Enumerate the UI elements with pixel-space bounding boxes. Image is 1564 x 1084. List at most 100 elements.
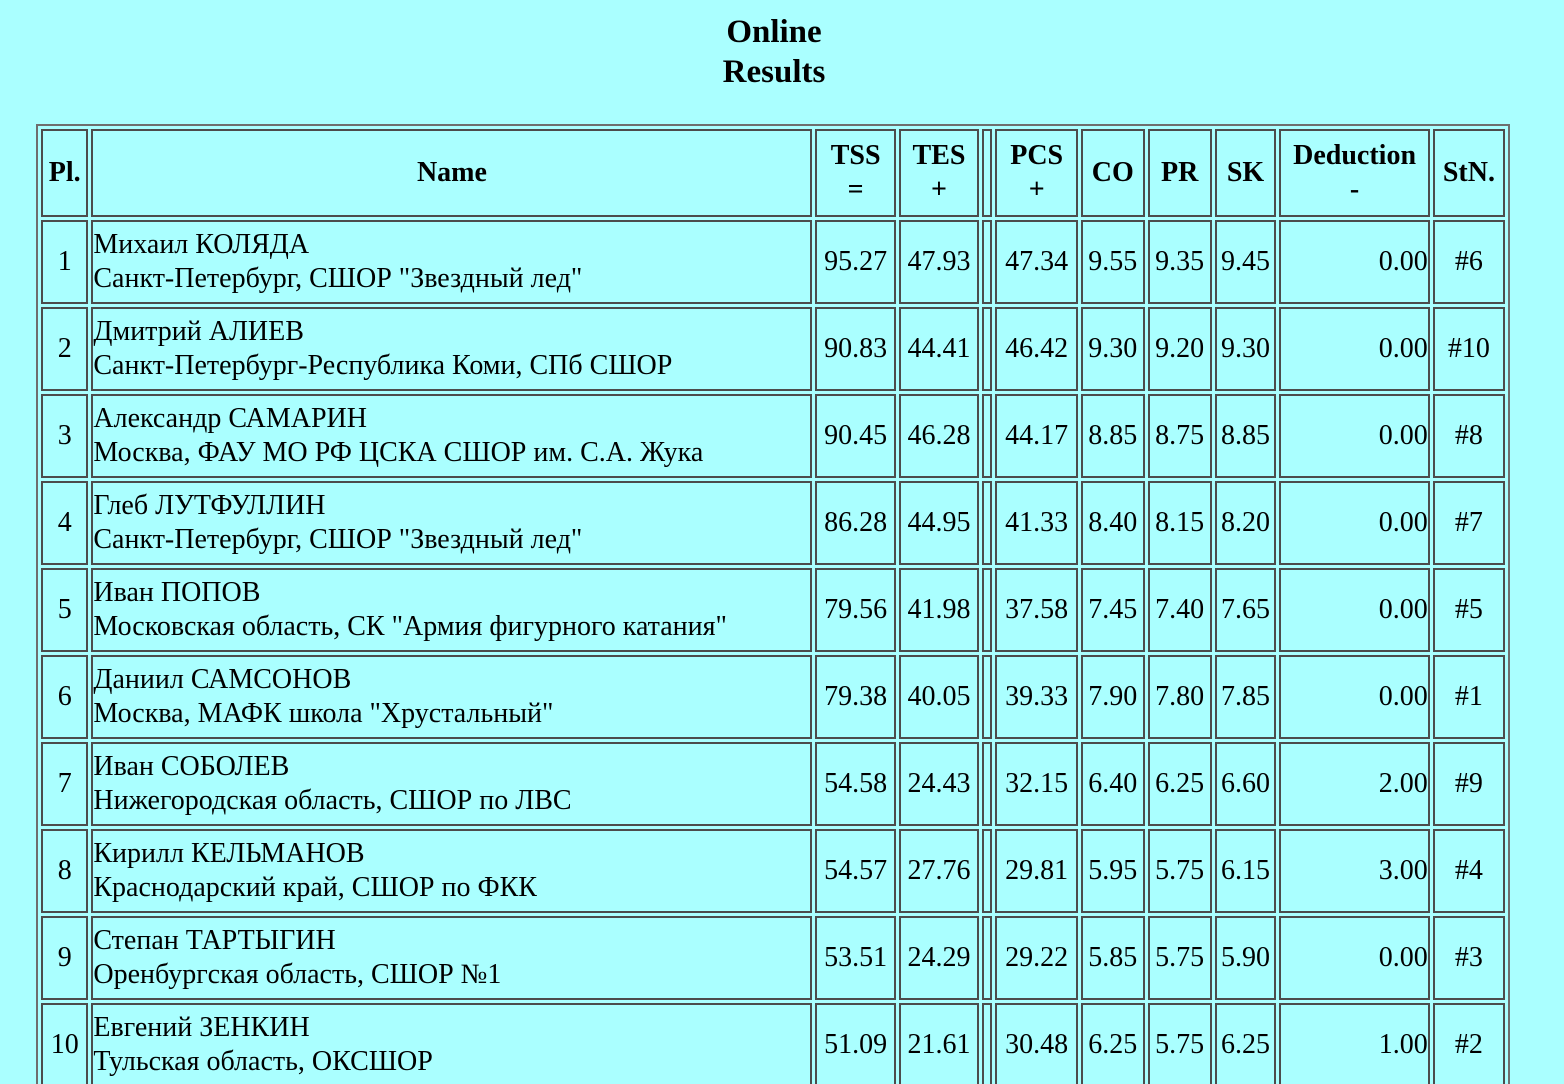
skater-name: Евгений ЗЕНКИН xyxy=(93,1012,310,1044)
tes-value-cell: 24.43 xyxy=(898,741,980,826)
tss-value-cell: 79.56 xyxy=(815,567,896,652)
deduction-value-cell: 0.00 xyxy=(1279,480,1430,565)
skater-club: Москва, МАФК школа "Хрустальный" xyxy=(93,697,554,729)
start-number-cell: #6 xyxy=(1432,219,1505,304)
skater-name: Александр САМАРИН xyxy=(93,403,367,435)
pcs-value-cell: 29.22 xyxy=(995,915,1078,1000)
col-header-tes: TES + xyxy=(898,128,980,217)
tss-value-cell: 51.09 xyxy=(815,1002,896,1084)
start-number-cell: #7 xyxy=(1432,480,1505,565)
spacer-cell xyxy=(982,567,993,652)
tes-value-cell: 44.41 xyxy=(898,306,980,391)
sk-value-cell: 8.85 xyxy=(1214,393,1277,478)
pcs-value-cell: 47.34 xyxy=(995,219,1078,304)
deduction-value-cell: 2.00 xyxy=(1279,741,1430,826)
pcs-value-cell: 30.48 xyxy=(995,1002,1078,1084)
tss-value-cell: 53.51 xyxy=(815,915,896,1000)
name-cell: Дмитрий АЛИЕВ Санкт-Петербург-Республика… xyxy=(91,306,813,391)
tss-value-cell: 54.57 xyxy=(815,828,896,913)
skater-name: Степан ТАРТЫГИН xyxy=(93,925,336,957)
tes-value-cell: 27.76 xyxy=(898,828,980,913)
name-cell: Степан ТАРТЫГИН Оренбургская область, СШ… xyxy=(91,915,813,1000)
place-cell: 9 xyxy=(41,915,89,1000)
tss-value-cell: 86.28 xyxy=(815,480,896,565)
col-header-stn: StN. xyxy=(1432,128,1505,217)
co-value-cell: 8.85 xyxy=(1080,393,1145,478)
spacer-column-header xyxy=(982,128,993,217)
sk-value-cell: 8.20 xyxy=(1214,480,1277,565)
results-body: 1 Михаил КОЛЯДА Санкт-Петербург, СШОР "З… xyxy=(41,219,1505,1084)
skater-name: Дмитрий АЛИЕВ xyxy=(93,316,304,348)
skater-name: Иван ПОПОВ xyxy=(93,577,261,609)
content-wrap: Online Results Pl. Name xyxy=(36,0,1512,1084)
start-number-cell: #9 xyxy=(1432,741,1505,826)
spacer-cell xyxy=(982,393,993,478)
pr-value-cell: 9.20 xyxy=(1147,306,1212,391)
page-title-line2: Results xyxy=(722,54,826,91)
spacer-cell xyxy=(982,915,993,1000)
place-cell: 6 xyxy=(41,654,89,739)
tes-value-cell: 21.61 xyxy=(898,1002,980,1084)
name-cell: Иван СОБОЛЕВ Нижегородская область, СШОР… xyxy=(91,741,813,826)
tes-value-cell: 41.98 xyxy=(898,567,980,652)
skater-club: Санкт-Петербург, СШОР "Звездный лед" xyxy=(93,262,583,294)
skater-club: Тульская область, ОКСШОР xyxy=(93,1045,433,1077)
start-number-cell: #8 xyxy=(1432,393,1505,478)
tss-value-cell: 79.38 xyxy=(815,654,896,739)
place-cell: 5 xyxy=(41,567,89,652)
spacer-cell xyxy=(982,219,993,304)
col-header-sk: SK xyxy=(1214,128,1277,217)
name-cell: Даниил САМСОНОВ Москва, МАФК школа "Хрус… xyxy=(91,654,813,739)
table-row: 3 Александр САМАРИН Москва, ФАУ МО РФ ЦС… xyxy=(41,393,1505,478)
pcs-value-cell: 44.17 xyxy=(995,393,1078,478)
start-number-cell: #5 xyxy=(1432,567,1505,652)
start-number-cell: #3 xyxy=(1432,915,1505,1000)
pcs-value-cell: 39.33 xyxy=(995,654,1078,739)
tes-value-cell: 44.95 xyxy=(898,480,980,565)
spacer-cell xyxy=(982,741,993,826)
col-header-tes-sign: + xyxy=(931,173,947,205)
table-row: 2 Дмитрий АЛИЕВ Санкт-Петербург-Республи… xyxy=(41,306,1505,391)
place-cell: 3 xyxy=(41,393,89,478)
col-header-tss-sign: = xyxy=(847,173,864,205)
spacer-cell xyxy=(982,1002,993,1084)
tss-value-cell: 90.83 xyxy=(815,306,896,391)
start-number-cell: #10 xyxy=(1432,306,1505,391)
skater-club: Краснодарский край, СШОР по ФКК xyxy=(93,871,537,903)
table-row: 4 Глеб ЛУТФУЛЛИН Санкт-Петербург, СШОР "… xyxy=(41,480,1505,565)
start-number-cell: #2 xyxy=(1432,1002,1505,1084)
pr-value-cell: 7.80 xyxy=(1147,654,1212,739)
spacer-cell xyxy=(982,828,993,913)
col-header-deduction-label: Deduction xyxy=(1293,140,1417,172)
col-header-pcs: PCS + xyxy=(995,128,1078,217)
col-header-pcs-label: PCS xyxy=(1010,140,1064,172)
table-row: 1 Михаил КОЛЯДА Санкт-Петербург, СШОР "З… xyxy=(41,219,1505,304)
tes-value-cell: 47.93 xyxy=(898,219,980,304)
co-value-cell: 7.45 xyxy=(1080,567,1145,652)
co-value-cell: 7.90 xyxy=(1080,654,1145,739)
co-value-cell: 9.55 xyxy=(1080,219,1145,304)
deduction-value-cell: 0.00 xyxy=(1279,567,1430,652)
pr-value-cell: 5.75 xyxy=(1147,1002,1212,1084)
skater-club: Санкт-Петербург, СШОР "Звездный лед" xyxy=(93,523,583,555)
col-header-name: Name xyxy=(91,128,813,217)
col-header-co: CO xyxy=(1080,128,1145,217)
pcs-value-cell: 29.81 xyxy=(995,828,1078,913)
skater-name: Глеб ЛУТФУЛЛИН xyxy=(93,490,326,522)
pr-value-cell: 9.35 xyxy=(1147,219,1212,304)
place-cell: 8 xyxy=(41,828,89,913)
deduction-value-cell: 0.00 xyxy=(1279,393,1430,478)
table-row: 7 Иван СОБОЛЕВ Нижегородская область, СШ… xyxy=(41,741,1505,826)
sk-value-cell: 9.30 xyxy=(1214,306,1277,391)
place-cell: 10 xyxy=(41,1002,89,1084)
skater-name: Даниил САМСОНОВ xyxy=(93,664,352,696)
spacer-cell xyxy=(982,306,993,391)
deduction-value-cell: 0.00 xyxy=(1279,219,1430,304)
col-header-deduction: Deduction - xyxy=(1279,128,1430,217)
skater-club: Нижегородская область, СШОР по ЛВС xyxy=(93,784,572,816)
name-cell: Евгений ЗЕНКИН Тульская область, ОКСШОР xyxy=(91,1002,813,1084)
tes-value-cell: 40.05 xyxy=(898,654,980,739)
start-number-cell: #4 xyxy=(1432,828,1505,913)
table-row: 5 Иван ПОПОВ Московская область, СК "Арм… xyxy=(41,567,1505,652)
co-value-cell: 5.95 xyxy=(1080,828,1145,913)
